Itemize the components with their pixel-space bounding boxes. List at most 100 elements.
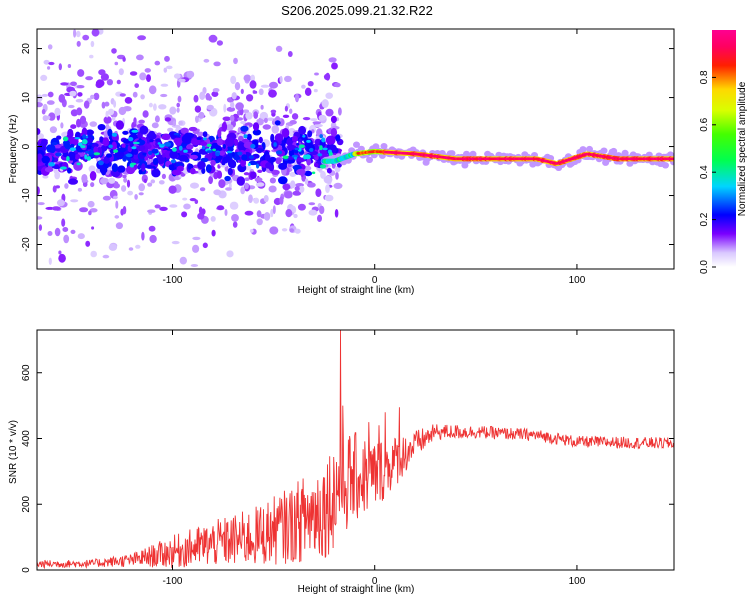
heatmap-cell-165 [297, 203, 306, 211]
heatmap-cell-1317 [380, 143, 388, 150]
heatmap-cell-613 [69, 90, 77, 97]
heatmap-cell-655 [135, 244, 141, 249]
heatmap-cell-642 [153, 103, 157, 111]
heatmap-cell-295 [146, 74, 151, 82]
heatmap-x-ticks: -100 0 100 [162, 29, 586, 286]
heatmap-cell-447 [148, 85, 157, 95]
heatmap-cell-1159 [93, 146, 99, 154]
heatmap-cell-1050 [216, 170, 223, 179]
heatmap-cell-1210 [93, 152, 101, 156]
heatmap-cell-532 [70, 81, 77, 87]
heatmap-cell-64 [142, 110, 149, 118]
snr-panel: -100 0 100 0 200 400 600 Height of straight l… [8, 329, 675, 595]
heatmap-cell-325 [104, 101, 110, 107]
heatmap-cell-677 [229, 114, 235, 122]
heatmap-cell-852 [202, 131, 208, 138]
heatmap-cell-10 [208, 175, 214, 185]
heatmap-cell-1162 [310, 151, 318, 155]
heatmap-cell-501 [132, 91, 138, 98]
heatmap-cell-385 [115, 200, 119, 209]
heatmap-cell-1249 [226, 150, 233, 154]
heatmap-cell-1112 [144, 156, 149, 161]
heatmap-cell-1138 [161, 153, 166, 158]
heatmap-cell-1215 [131, 129, 139, 133]
heatmap-cell-1195 [317, 153, 323, 157]
heatmap-cell-386 [95, 79, 105, 88]
heatmap-cell-420 [163, 67, 168, 73]
heatmap-cell-1278 [164, 142, 171, 147]
heatmap-cell-124 [229, 201, 239, 210]
heatmap-cell-1261 [293, 156, 297, 160]
heatmap-cell-473 [325, 72, 331, 81]
colorbar-tick-label-2: 0.4 [699, 165, 710, 179]
heatmap-cell-375 [225, 187, 232, 191]
heatmap-cell-684 [127, 190, 133, 196]
heatmap-cell-632 [233, 57, 238, 65]
heatmap-cell-252 [148, 225, 156, 232]
heatmap-cell-1265 [212, 148, 217, 152]
heatmap-cell-405 [181, 211, 188, 218]
heatmap-cell-298 [114, 61, 119, 66]
heatmap-cell-31 [331, 62, 338, 70]
heatmap-cell-1127 [111, 141, 117, 150]
heatmap-cell-561 [123, 177, 128, 183]
heatmap-cell-1164 [216, 137, 223, 146]
heatmap-cell-105 [121, 185, 127, 192]
heatmap-cell-578 [328, 57, 337, 63]
heatmap-cell-765 [122, 130, 129, 135]
heatmap-cell-478 [68, 104, 75, 109]
heatmap-cell-336 [91, 29, 100, 37]
heatmap-cell-5 [243, 172, 250, 176]
heatmap-cell-997 [304, 170, 313, 177]
heatmap-cell-467 [284, 105, 288, 112]
snr-series [37, 330, 674, 570]
heatmap-cell-1185 [67, 151, 76, 161]
heatmap-cell-1130 [248, 160, 258, 166]
heatmap-cell-510 [137, 35, 147, 41]
heatmap-cell-401 [168, 185, 177, 194]
colorbar-tick-label-1: 0.2 [699, 212, 710, 226]
heatmap-cell-323 [89, 208, 98, 213]
heatmap-cell-607 [323, 175, 333, 184]
heatmap-cell-639 [150, 179, 156, 184]
heatmap-cell-1453 [600, 147, 608, 154]
heatmap-cell-1459 [610, 147, 618, 155]
heatmap-cell-1274 [247, 163, 251, 166]
heatmap-cell-1238 [183, 149, 188, 153]
heatmap-cell-629 [49, 126, 58, 134]
heatmap-cell-192 [62, 227, 69, 232]
heatmap-cell-70 [154, 204, 161, 209]
heatmap-cell-1171 [171, 169, 182, 176]
heatmap-cell-113 [112, 116, 116, 121]
heatmap-cell-145 [148, 102, 153, 108]
heatmap-cell-76 [190, 264, 199, 267]
heatmap-cell-1168 [274, 120, 281, 126]
heatmap-cell-1188 [168, 164, 175, 171]
heatmap-cell-1067 [132, 148, 139, 155]
heatmap-cell-436 [298, 185, 305, 193]
heatmap-cell-587 [102, 195, 111, 201]
heatmap-cell-622 [61, 218, 66, 227]
heatmap-cell-190 [320, 170, 326, 179]
heatmap-cell-112 [60, 122, 64, 129]
heatmap-cell-434 [240, 120, 247, 125]
heatmap-cell-413 [289, 120, 297, 125]
heatmap-cell-530 [338, 107, 342, 116]
heatmap-cell-661 [41, 108, 46, 115]
heatmap-cell-88 [304, 87, 312, 97]
heatmap-cell-407 [307, 182, 316, 188]
heatmap-cell-244 [245, 112, 253, 120]
heatmap-cell-1143 [129, 141, 134, 148]
heatmap-cell-974 [161, 133, 171, 141]
heatmap-cell-397 [275, 45, 283, 53]
heatmap-cell-263 [58, 63, 62, 71]
heatmap-cell-1113 [173, 137, 183, 144]
heatmap-cell-1038 [205, 164, 212, 173]
heatmap-cell-1252 [69, 143, 75, 148]
heatmap-cell-1367 [461, 162, 469, 169]
heatmap-cell-1239 [130, 162, 137, 166]
heatmap-cell-609 [249, 80, 257, 89]
heatmap-cell-549 [325, 184, 330, 194]
heatmap-cell-1097 [218, 150, 226, 156]
heatmap-cell-497 [269, 226, 279, 235]
